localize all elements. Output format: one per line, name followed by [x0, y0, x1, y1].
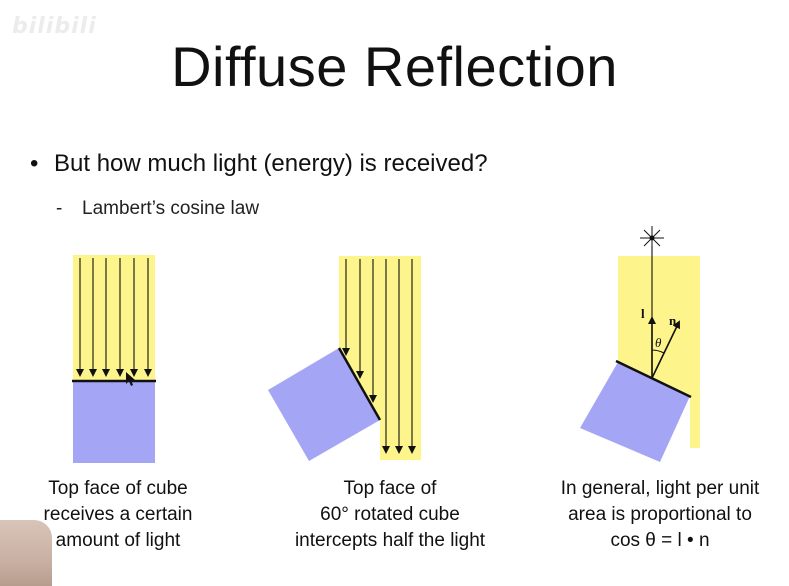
- theta-arc: [651, 349, 665, 354]
- bullet-dot-icon: •: [30, 150, 39, 177]
- sub-bullet-point: - Lambert’s cosine law: [56, 198, 259, 220]
- light-rays-2: [342, 259, 416, 454]
- caption-line: intercepts half the light: [294, 530, 486, 551]
- caption-figure-2: Top face of 60° rotated cube intercepts …: [270, 476, 510, 554]
- sub-bullet-text: Lambert’s cosine law: [82, 198, 260, 219]
- label-l: l: [641, 306, 645, 321]
- light-beam-1: [73, 255, 155, 381]
- bilibili-watermark: bilibili: [6, 14, 97, 39]
- caption-line: amount of light: [55, 530, 181, 551]
- caption-line: In general, light per unit: [560, 478, 760, 499]
- light-rays-1: [76, 258, 152, 377]
- slide-title: Diffuse Reflection: [171, 35, 618, 98]
- figure-3-general-case: l n θ: [580, 226, 700, 462]
- caption-figure-3: In general, light per unit area is propo…: [540, 476, 780, 554]
- bilibili-logo: bilibili: [12, 14, 97, 39]
- caption-line: cos θ = l • n: [610, 530, 710, 551]
- label-n: n: [669, 313, 677, 328]
- bullet-point: • But how much light (energy) is received…: [30, 150, 488, 178]
- bullet-text: But how much light (energy) is received?: [54, 150, 488, 177]
- caption-line: receives a certain: [43, 504, 193, 525]
- cube-face-1: [73, 381, 155, 463]
- cube-face-3: [580, 362, 690, 462]
- light-beam-3: [618, 256, 700, 448]
- top-face-edge-2: [337, 347, 382, 421]
- cursor-icon: [126, 372, 135, 386]
- figure-1-top-face: [72, 255, 156, 463]
- caption-line: area is proportional to: [568, 504, 752, 525]
- caption-figure-1: Top face of cube receives a certain amou…: [18, 476, 218, 554]
- light-source-star-icon: [640, 226, 664, 250]
- caption-line: Top face of cube: [48, 478, 188, 499]
- caption-line: 60° rotated cube: [320, 504, 460, 525]
- label-theta: θ: [655, 335, 662, 350]
- top-face-edge-3: [615, 359, 692, 399]
- normal-vector: [651, 320, 680, 379]
- dash-icon: -: [56, 198, 63, 219]
- presenter-video-overlay: [0, 520, 52, 586]
- caption-line: Top face of: [343, 478, 437, 499]
- figure-2-rotated-cube: [268, 256, 421, 461]
- cube-face-2: [268, 348, 380, 461]
